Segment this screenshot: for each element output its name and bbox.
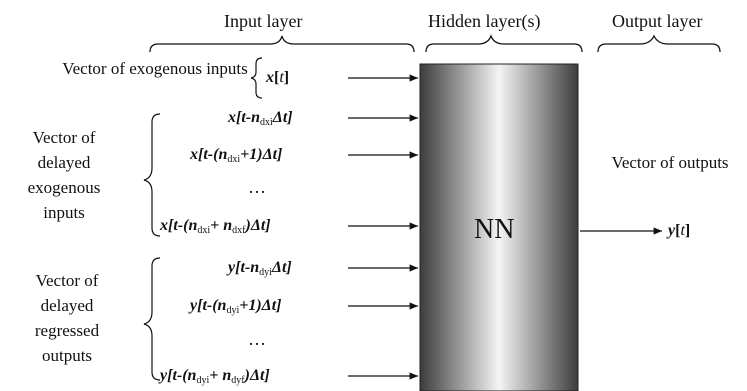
delayed-outputs-label: Vector of delayed regressed outputs xyxy=(34,271,100,365)
input-layer-brace xyxy=(149,35,415,53)
signal-x-t: x[t] xyxy=(266,69,290,86)
exogenous-vector-label: Vector of exogenous inputs xyxy=(62,59,248,78)
delayed-outputs-brace xyxy=(143,257,161,381)
signal-x-dxi-dxf: x[t-(ndxi+ ndxf)Δt] xyxy=(160,217,271,236)
signal-y-dyi: y[t-ndyiΔt] xyxy=(228,259,292,278)
ellipsis-exogenous: … xyxy=(248,177,266,197)
hidden-layer-brace xyxy=(425,34,583,53)
signal-y-dyi-dyf: y[t-(ndyi+ ndyf)Δt] xyxy=(160,367,270,386)
output-layer-header: Output layer xyxy=(612,11,703,31)
delayed-exogenous-brace xyxy=(143,113,161,237)
hidden-layer-header: Hidden layer(s) xyxy=(428,11,541,31)
nn-label: NN xyxy=(474,214,515,245)
signal-y-dyi-plus1: y[t-(ndyi+1)Δt] xyxy=(190,297,282,316)
signal-x-dxi-plus1: x[t-(ndxi+1)Δt] xyxy=(190,146,283,165)
nn-box xyxy=(419,63,579,391)
signal-x-dxi: x[t-ndxiΔt] xyxy=(228,109,293,128)
output-layer-brace xyxy=(597,34,721,53)
delayed-exogenous-label: Vector of delayed exogenous inputs xyxy=(27,128,101,222)
ellipsis-outputs: … xyxy=(248,329,266,349)
exogenous-brace xyxy=(250,57,263,99)
input-layer-header: Input layer xyxy=(224,11,303,31)
signal-y-t: y[t] xyxy=(668,222,691,239)
outputs-vector-label: Vector of outputs xyxy=(611,153,729,172)
